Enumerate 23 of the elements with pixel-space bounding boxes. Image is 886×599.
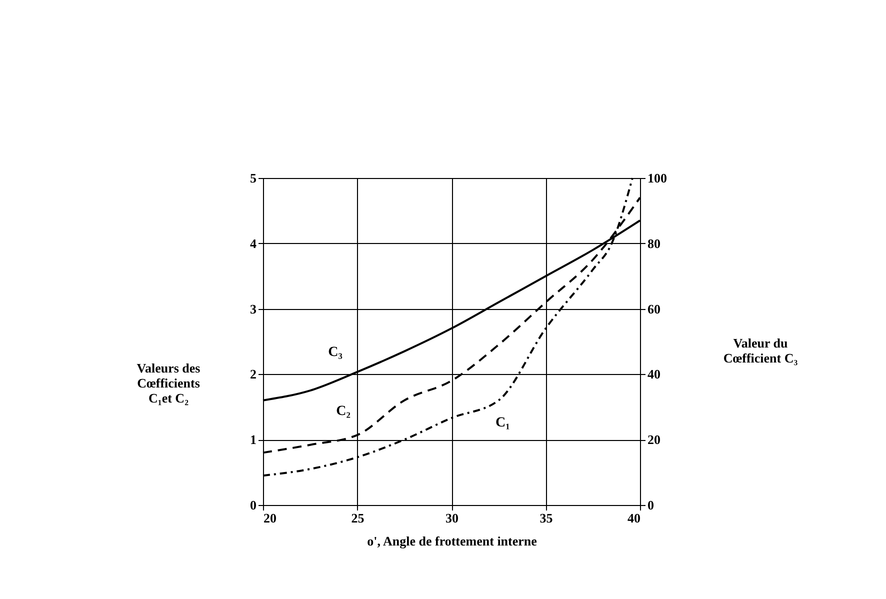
- series-label: C₁: [495, 415, 510, 430]
- y2-tick-label: 60: [648, 301, 660, 316]
- y2-tick-label: 20: [648, 432, 660, 448]
- y2-axis-title: Valeur du Cœfficient C₃: [723, 336, 798, 366]
- y2-tick-label: 80: [648, 236, 660, 251]
- x-tick-label: 20: [264, 510, 276, 526]
- y2-tick-label: 0: [648, 498, 654, 512]
- y-tick-label: 2: [250, 366, 256, 382]
- x-tick-label: 30: [446, 510, 458, 526]
- x-tick-label: 35: [540, 510, 554, 526]
- series-label: C₂: [336, 404, 350, 420]
- y2-tick-label: 100: [648, 170, 667, 186]
- x-tick-label: 25: [351, 510, 365, 526]
- y-tick-label: 0: [250, 498, 256, 512]
- y-tick-label: 1: [250, 432, 256, 448]
- x-axis-title: o', Angle de frottement interne: [367, 534, 538, 548]
- series-label: C₃: [328, 344, 342, 360]
- y-tick-label: 5: [250, 170, 257, 186]
- y-tick-label: 3: [250, 301, 257, 316]
- x-tick-label: 40: [628, 510, 640, 526]
- y-axis-title: Valeurs des Cœfficients C₁et C₂: [136, 360, 200, 406]
- y-tick-label: 4: [250, 236, 257, 251]
- y2-tick-label: 40: [648, 366, 660, 382]
